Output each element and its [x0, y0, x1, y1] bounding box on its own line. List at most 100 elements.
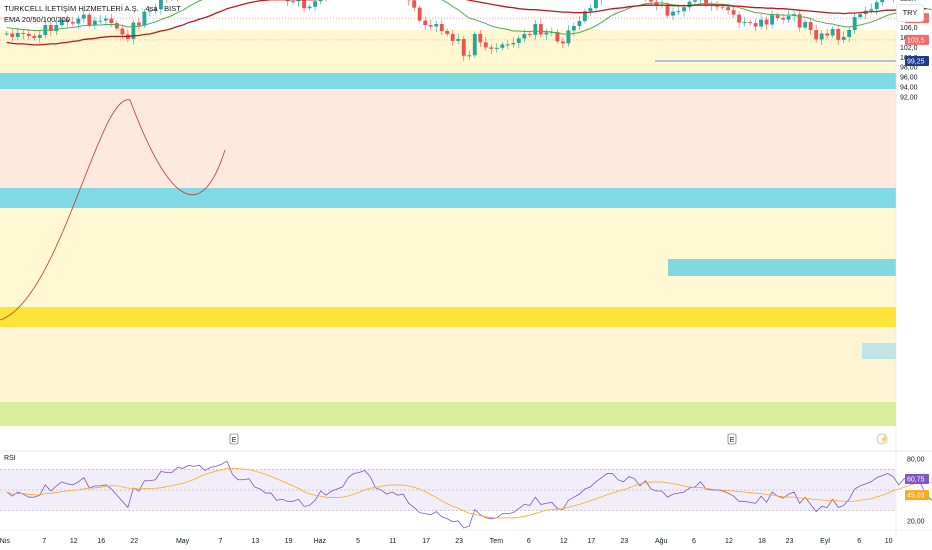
lightning-glyph: ⚡ [880, 435, 889, 444]
y-axis-tick-label: 94,00 [900, 85, 918, 92]
candle-body [461, 38, 466, 56]
candle-body [852, 17, 857, 30]
cup-arc-drawing [0, 99, 226, 321]
earnings-marker[interactable] [229, 433, 239, 445]
candle-body [759, 19, 764, 27]
candle-body [797, 14, 802, 28]
rsi-ma-line [6, 467, 932, 519]
x-axis-tick-label: Ağu [655, 538, 668, 545]
x-axis-tick-label: 6 [857, 538, 861, 545]
candle-body [649, 0, 653, 2]
resistance-zone-111 [0, 188, 896, 208]
rsi-badge-label: 60,75 [907, 476, 925, 483]
candle-body [87, 14, 92, 26]
band-peach-tint [0, 89, 896, 188]
candle-body [285, 0, 290, 2]
candle-body [81, 14, 86, 19]
candle-body [676, 11, 681, 13]
price-badge-label: 103,5 [907, 37, 925, 44]
candle-body [153, 9, 158, 11]
candle-body [131, 22, 136, 39]
earnings-marker[interactable] [727, 433, 737, 445]
candle-body [142, 11, 147, 26]
rsi-axis-tick: 80,00 [907, 457, 925, 464]
candle-body [533, 24, 538, 35]
y-axis-tick-label: 96,00 [900, 75, 918, 82]
candle-body [109, 18, 114, 24]
candle-body [302, 0, 307, 9]
x-axis-tick-label: 23 [455, 538, 463, 545]
support-zone-101 [0, 307, 896, 327]
candle-body [819, 33, 824, 40]
currency-button[interactable]: TRY [896, 4, 924, 22]
candle-body [726, 7, 730, 11]
candle-body [511, 42, 516, 45]
candle-body [136, 22, 141, 26]
candle-body [318, 0, 323, 2]
candle-body [472, 33, 477, 56]
candle-body [693, 0, 697, 2]
candle-body [544, 32, 549, 35]
x-axis-tick-label: 5 [356, 538, 360, 545]
candle-body [566, 30, 571, 44]
band-lower-cream-tint [0, 327, 896, 402]
x-axis-tick-label: 7 [218, 538, 222, 545]
candle-body [858, 14, 863, 18]
indicator-legend[interactable]: EMA 20/50/100/200 [4, 15, 70, 24]
candle-body [412, 0, 417, 8]
candle-body [37, 34, 42, 38]
candle-body [439, 24, 444, 31]
candle-body [665, 4, 670, 16]
candle-body [423, 20, 428, 26]
candle-body [555, 31, 560, 42]
x-axis-tick-label: 13 [252, 538, 260, 545]
candle-body [478, 33, 483, 43]
x-axis-tick-label: 12 [725, 538, 733, 545]
price-badge-label: 99,25 [907, 58, 925, 65]
price-badge [905, 55, 929, 66]
candle-body [869, 9, 874, 11]
candle-body [92, 20, 97, 26]
candle-body [748, 22, 753, 24]
x-axis-tick-label: Haz [314, 538, 327, 545]
resistance-zone-105 [668, 259, 896, 276]
x-axis-tick-label: May [176, 538, 190, 545]
candle-body [753, 23, 758, 27]
candle-body [737, 14, 742, 23]
candle-body [577, 21, 582, 27]
candle-body [775, 15, 780, 19]
x-axis-tick-label: 11 [389, 538, 396, 545]
x-axis-tick-label: 19 [285, 538, 293, 545]
candle-body [704, 0, 708, 5]
symbol-title[interactable]: TURKCELL İLETİŞİM HİZMETLERİ A.Ş. · 4sa … [4, 4, 181, 13]
candle-body [65, 19, 70, 23]
candle-body [847, 29, 852, 37]
candle-body [571, 26, 576, 31]
y-axis-tick-label: 92,00 [900, 94, 918, 101]
candle-body [836, 29, 841, 40]
candle-body [742, 22, 747, 24]
ema20-line [6, 0, 932, 35]
lightning-icon[interactable] [876, 433, 888, 445]
candle-body [527, 33, 532, 35]
candle-body [825, 33, 830, 36]
x-axis-tick-label: 16 [97, 538, 105, 545]
candle-body [307, 6, 312, 9]
candle-body [671, 11, 675, 16]
candle-body [588, 8, 593, 12]
candle-body [467, 55, 472, 57]
candle-body [32, 35, 37, 38]
x-axis-tick-label: 23 [786, 538, 794, 545]
candle-body [808, 22, 813, 30]
candle-body [803, 22, 808, 28]
candle-body [59, 19, 64, 26]
candle-body [560, 41, 565, 44]
candle-body [505, 44, 510, 46]
candle-body [434, 24, 439, 27]
candle-body [417, 7, 422, 21]
candle-body [880, 0, 885, 3]
candle-body [21, 32, 26, 34]
candle-body [428, 25, 433, 27]
rsi-pane-label: RSI [4, 455, 16, 462]
